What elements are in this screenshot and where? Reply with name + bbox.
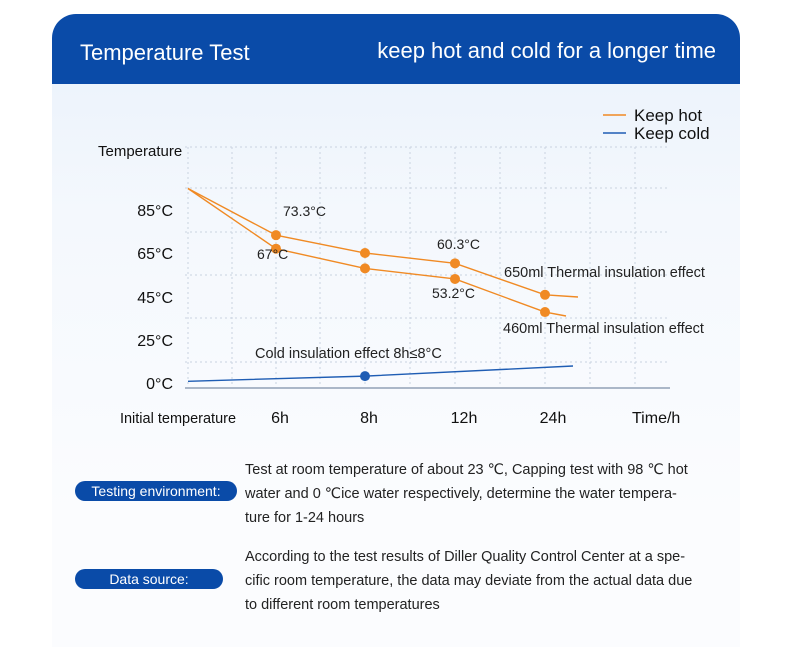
series-line [187, 187, 567, 317]
x-tick-label: Initial temperature [120, 411, 236, 427]
data-point-label: 67°C [257, 246, 288, 262]
y-tick-label: 45°C [137, 290, 173, 307]
data-point-label: 60.3°C [437, 236, 480, 252]
y-tick-labels: 85°C 65°C 45°C 25°C 0°C [137, 203, 173, 393]
data-point [540, 289, 550, 300]
chart-points [271, 230, 550, 382]
testing-environment-badge: Testing environment: [75, 481, 237, 501]
data-point-label: 73.3°C [283, 203, 326, 219]
x-tick-label: 12h [451, 410, 478, 427]
data-point [360, 263, 370, 274]
y-tick-label: 65°C [137, 246, 173, 263]
series-label: 460ml Thermal insulation effect [503, 321, 704, 337]
x-tick-label: 6h [271, 410, 289, 427]
chart-grid [185, 146, 670, 386]
data-point [271, 243, 281, 254]
x-tick-label: 24h [540, 410, 567, 427]
testing-environment-text: Test at room temperature of about 23 ℃, … [245, 458, 745, 530]
y-tick-label: 25°C [137, 333, 173, 350]
data-point-labels: 73.3°C 67°C 60.3°C 53.2°C [257, 203, 480, 301]
temperature-test-card: Temperature Test keep hot and cold for a… [52, 14, 740, 647]
series-label: 650ml Thermal insulation effect [504, 265, 705, 281]
header-tagline: keep hot and cold for a longer time [377, 38, 716, 63]
source-line: cific room temperature, the data may dev… [245, 573, 693, 589]
x-tick-label: 8h [360, 410, 378, 427]
legend-label: Keep hot [634, 106, 702, 125]
y-tick-label: 85°C [137, 203, 173, 220]
data-source-badge: Data source: [75, 569, 223, 589]
y-axis-label: Temperature [98, 143, 182, 160]
source-line: According to the test results of Diller … [245, 549, 686, 565]
header-bar: Temperature Test keep hot and cold for a… [52, 14, 740, 84]
data-point [271, 230, 281, 241]
source-line: to different room temperatures [245, 597, 440, 613]
data-point-label: 53.2°C [432, 285, 475, 301]
data-source-text: According to the test results of Diller … [245, 545, 745, 617]
environment-line: water and 0 ℃ice water respectively, det… [245, 486, 677, 502]
x-tick-labels: Initial temperature 6h 8h 12h 24h [120, 410, 566, 427]
series-labels: 650ml Thermal insulation effect 460ml The… [255, 265, 705, 362]
data-point [360, 248, 370, 258]
y-tick-label: 0°C [146, 376, 173, 393]
environment-line: ture for 1-24 hours [245, 510, 365, 526]
environment-line: Test at room temperature of about 23 ℃, … [245, 462, 688, 478]
page-title: Temperature Test [80, 40, 250, 65]
data-point [360, 371, 370, 382]
data-point [540, 307, 550, 318]
data-point [450, 273, 460, 284]
data-point [450, 258, 460, 269]
series-line [187, 365, 574, 382]
x-axis-label: Time/h [632, 410, 680, 427]
series-label: Cold insulation effect 8h≤8°C [255, 346, 442, 362]
legend-label: Keep cold [634, 124, 710, 143]
series-line [187, 187, 579, 298]
